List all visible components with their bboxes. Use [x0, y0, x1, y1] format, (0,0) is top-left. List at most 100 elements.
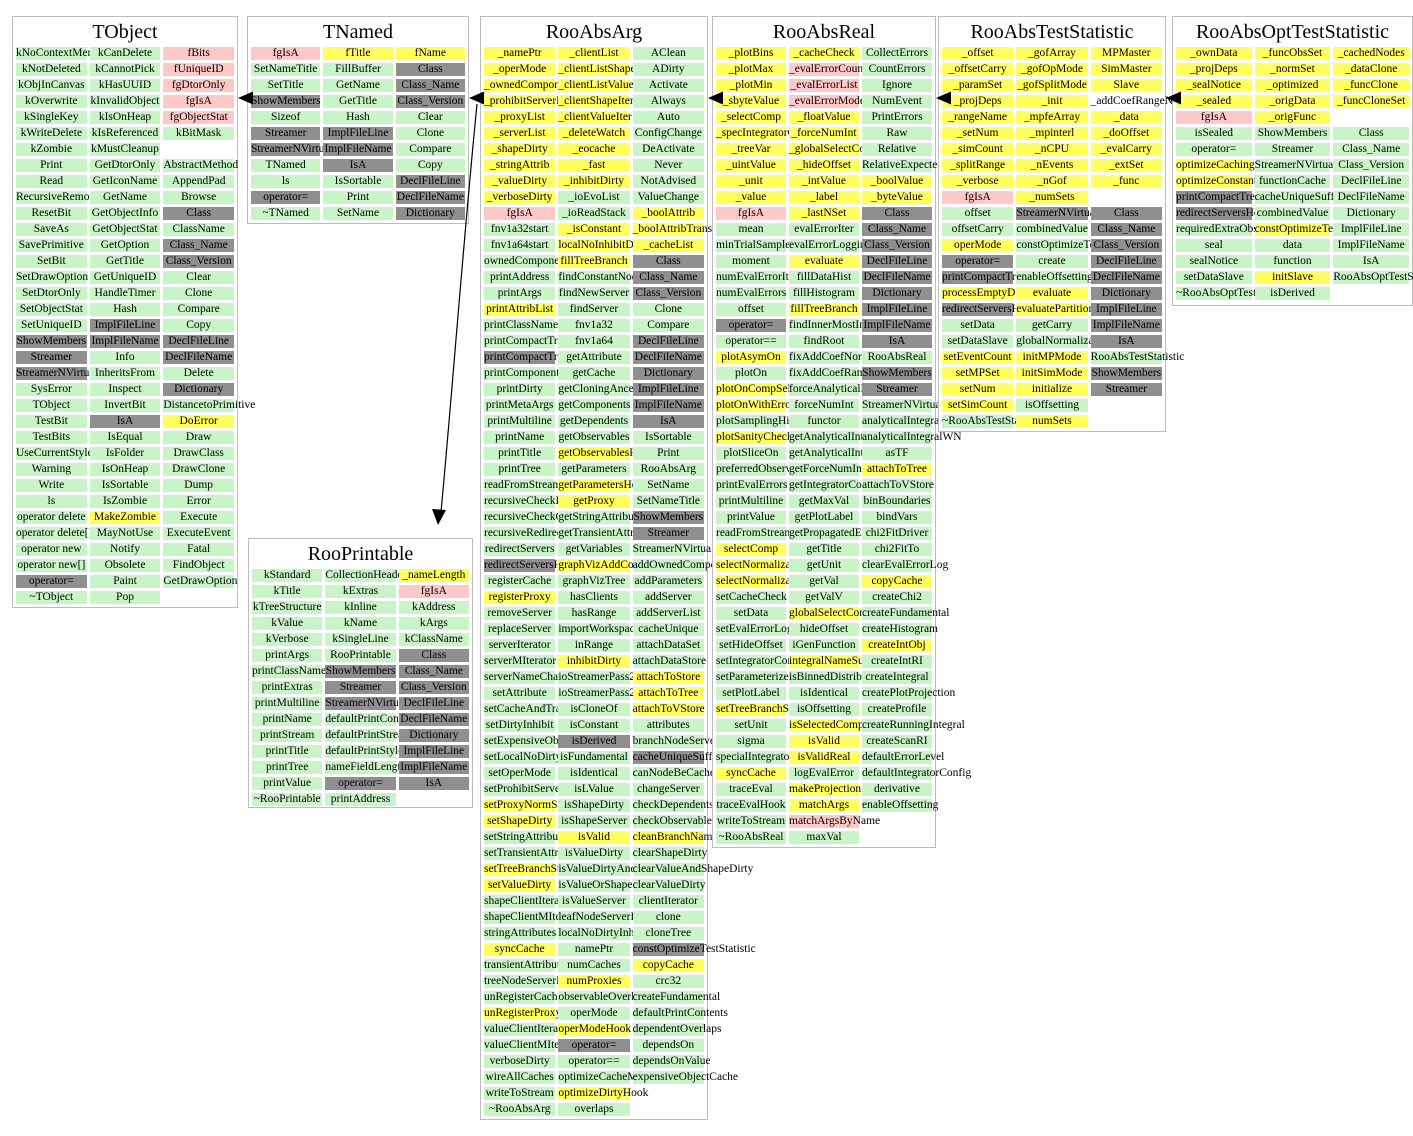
- member-getMaxVal[interactable]: getMaxVal: [789, 495, 859, 508]
- member-_fast[interactable]: _fast: [558, 159, 630, 172]
- member-ShowMembers[interactable]: ShowMembers: [1254, 127, 1331, 140]
- member-cacheUniqueSuffix[interactable]: cacheUniqueSuffix: [1254, 191, 1344, 204]
- member-treeNodeServerList[interactable]: treeNodeServerList: [484, 975, 575, 988]
- member-data[interactable]: data: [1254, 239, 1331, 252]
- member-GetOption[interactable]: GetOption: [89, 239, 161, 252]
- member-getValV[interactable]: getValV: [789, 591, 859, 604]
- member-_data[interactable]: _data: [1090, 111, 1162, 124]
- member-_rangeName[interactable]: _rangeName: [942, 111, 1014, 124]
- member-Auto[interactable]: Auto: [632, 111, 704, 124]
- member-_ioEvoList[interactable]: _ioEvoList: [558, 191, 630, 204]
- member-defaultPrintStyle[interactable]: defaultPrintStyle: [325, 745, 404, 758]
- member-Hash[interactable]: Hash: [323, 111, 393, 124]
- member-IsA[interactable]: IsA: [632, 415, 704, 428]
- member-Inspect[interactable]: Inspect: [89, 383, 161, 396]
- member-Activate[interactable]: Activate: [632, 79, 704, 92]
- member-attachToVStore[interactable]: attachToVStore: [632, 703, 705, 716]
- member-SetTitle[interactable]: SetTitle: [251, 79, 321, 92]
- member-redirectServers[interactable]: redirectServers: [484, 543, 556, 556]
- member-RooAbsTestStatistic[interactable]: RooAbsTestStatistic: [1090, 351, 1185, 364]
- member-StreamerNVirtual[interactable]: StreamerNVirtual: [16, 367, 98, 380]
- member-createIntObj[interactable]: createIntObj: [862, 639, 932, 652]
- member-DeclFileLine[interactable]: DeclFileLine: [398, 697, 469, 710]
- member-clearEvalErrorLog[interactable]: clearEvalErrorLog: [862, 559, 949, 572]
- member-getDependents[interactable]: getDependents: [558, 415, 630, 428]
- member-plotAsymOn[interactable]: plotAsymOn: [716, 351, 786, 364]
- member-_sealNotice[interactable]: _sealNotice: [1176, 79, 1252, 92]
- member-ShowMembers[interactable]: ShowMembers: [632, 511, 704, 524]
- member-evalErrorIter[interactable]: evalErrorIter: [789, 223, 859, 236]
- member-cacheUnique[interactable]: cacheUnique: [632, 623, 704, 636]
- member-setLocalNoDirtyInhibit[interactable]: setLocalNoDirtyInhibit: [484, 751, 592, 764]
- member-Class_Name[interactable]: Class_Name: [632, 271, 704, 284]
- member-_intValue[interactable]: _intValue: [789, 175, 859, 188]
- member-_shapeDirty[interactable]: _shapeDirty: [484, 143, 556, 156]
- member-Dictionary[interactable]: Dictionary: [398, 729, 469, 742]
- member-Class_Name[interactable]: Class_Name: [1333, 143, 1410, 156]
- member-getVal[interactable]: getVal: [789, 575, 859, 588]
- member-TNamed[interactable]: TNamed: [251, 159, 321, 172]
- member-_origFunc[interactable]: _origFunc: [1254, 111, 1331, 124]
- member-dependsOnValue[interactable]: dependsOnValue: [632, 1055, 711, 1068]
- member-_globalSelectComp[interactable]: _globalSelectComp: [789, 143, 880, 156]
- member-setShapeDirty[interactable]: setShapeDirty: [484, 815, 556, 828]
- member-TestBits[interactable]: TestBits: [16, 431, 87, 444]
- member-_operMode[interactable]: _operMode: [484, 63, 556, 76]
- member-fgDtorOnly[interactable]: fgDtorOnly: [163, 79, 235, 92]
- member-Hash[interactable]: Hash: [89, 303, 161, 316]
- member-offset[interactable]: offset: [716, 303, 786, 316]
- member-setDataSlave[interactable]: setDataSlave: [1176, 271, 1252, 284]
- member-getPlotLabel[interactable]: getPlotLabel: [789, 511, 859, 524]
- class-title-tnamed[interactable]: TNamed: [323, 21, 393, 43]
- member-findConstantNodes[interactable]: findConstantNodes: [558, 271, 648, 284]
- member-kClassName[interactable]: kClassName: [398, 633, 469, 646]
- member-SaveAs[interactable]: SaveAs: [16, 223, 87, 236]
- member-setIntegratorConfig[interactable]: setIntegratorConfig: [716, 655, 807, 668]
- member-initSlave[interactable]: initSlave: [1254, 271, 1331, 284]
- member-clearValueAndShapeDirty[interactable]: clearValueAndShapeDirty: [632, 863, 754, 876]
- member-Print[interactable]: Print: [323, 191, 393, 204]
- member-analyticalIntegralWN[interactable]: analyticalIntegralWN: [862, 431, 962, 444]
- member-copyCache[interactable]: copyCache: [862, 575, 932, 588]
- member-setOperMode[interactable]: setOperMode: [484, 767, 556, 780]
- member-operator[interactable]: operator=: [942, 255, 1014, 268]
- member-_prohibitServerRedirect[interactable]: _prohibitServerRedirect: [484, 95, 596, 108]
- member-Delete[interactable]: Delete: [163, 367, 235, 380]
- member-matchArgsByName[interactable]: matchArgsByName: [789, 815, 881, 828]
- member-evalErrorLoggingMode[interactable]: evalErrorLoggingMode: [789, 239, 899, 252]
- member-kExtras[interactable]: kExtras: [325, 585, 396, 598]
- member-getProxy[interactable]: getProxy: [558, 495, 630, 508]
- member-_evalErrorCount[interactable]: _evalErrorCount: [789, 63, 867, 76]
- member-logEvalError[interactable]: logEvalError: [789, 767, 859, 780]
- member-_serverList[interactable]: _serverList: [484, 127, 556, 140]
- member-kOverwrite[interactable]: kOverwrite: [16, 95, 87, 108]
- member-printAddress[interactable]: printAddress: [484, 271, 556, 284]
- member-chi2FitDriver[interactable]: chi2FitDriver: [862, 527, 932, 540]
- member-getObservables[interactable]: getObservables: [558, 431, 630, 444]
- member-GetTitle[interactable]: GetTitle: [323, 95, 393, 108]
- member-ls[interactable]: ls: [16, 495, 87, 508]
- member-_origData[interactable]: _origData: [1254, 95, 1331, 108]
- member-printTitle[interactable]: printTitle: [484, 447, 556, 460]
- member-Copy[interactable]: Copy: [395, 159, 465, 172]
- member-checkDependents[interactable]: checkDependents: [632, 799, 714, 812]
- member-operMode[interactable]: operMode: [942, 239, 1014, 252]
- member-~RooAbsOptTestStatistic[interactable]: ~RooAbsOptTestStatistic: [1176, 287, 1294, 300]
- member-Clone[interactable]: Clone: [395, 127, 465, 140]
- member-operModeHook[interactable]: operModeHook: [558, 1023, 632, 1036]
- member-_normSet[interactable]: _normSet: [1254, 63, 1331, 76]
- member-fgIsA[interactable]: fgIsA: [716, 207, 786, 220]
- member-kInline[interactable]: kInline: [325, 601, 396, 614]
- member-numProxies[interactable]: numProxies: [558, 975, 630, 988]
- member-fillDataHist[interactable]: fillDataHist: [789, 271, 859, 284]
- member-namePtr[interactable]: namePtr: [558, 943, 630, 956]
- member-Class[interactable]: Class: [862, 207, 932, 220]
- member-redirectServersHook[interactable]: redirectServersHook: [484, 559, 580, 572]
- member-kValue[interactable]: kValue: [252, 617, 323, 630]
- member-DistancetoPrimitive[interactable]: DistancetoPrimitive: [163, 399, 256, 412]
- member-Clone[interactable]: Clone: [632, 303, 704, 316]
- member-Class_Version[interactable]: Class_Version: [632, 287, 704, 300]
- member-GetDtorOnly[interactable]: GetDtorOnly: [89, 159, 161, 172]
- member-setEventCount[interactable]: setEventCount: [942, 351, 1014, 364]
- member-fgIsA[interactable]: fgIsA: [398, 585, 469, 598]
